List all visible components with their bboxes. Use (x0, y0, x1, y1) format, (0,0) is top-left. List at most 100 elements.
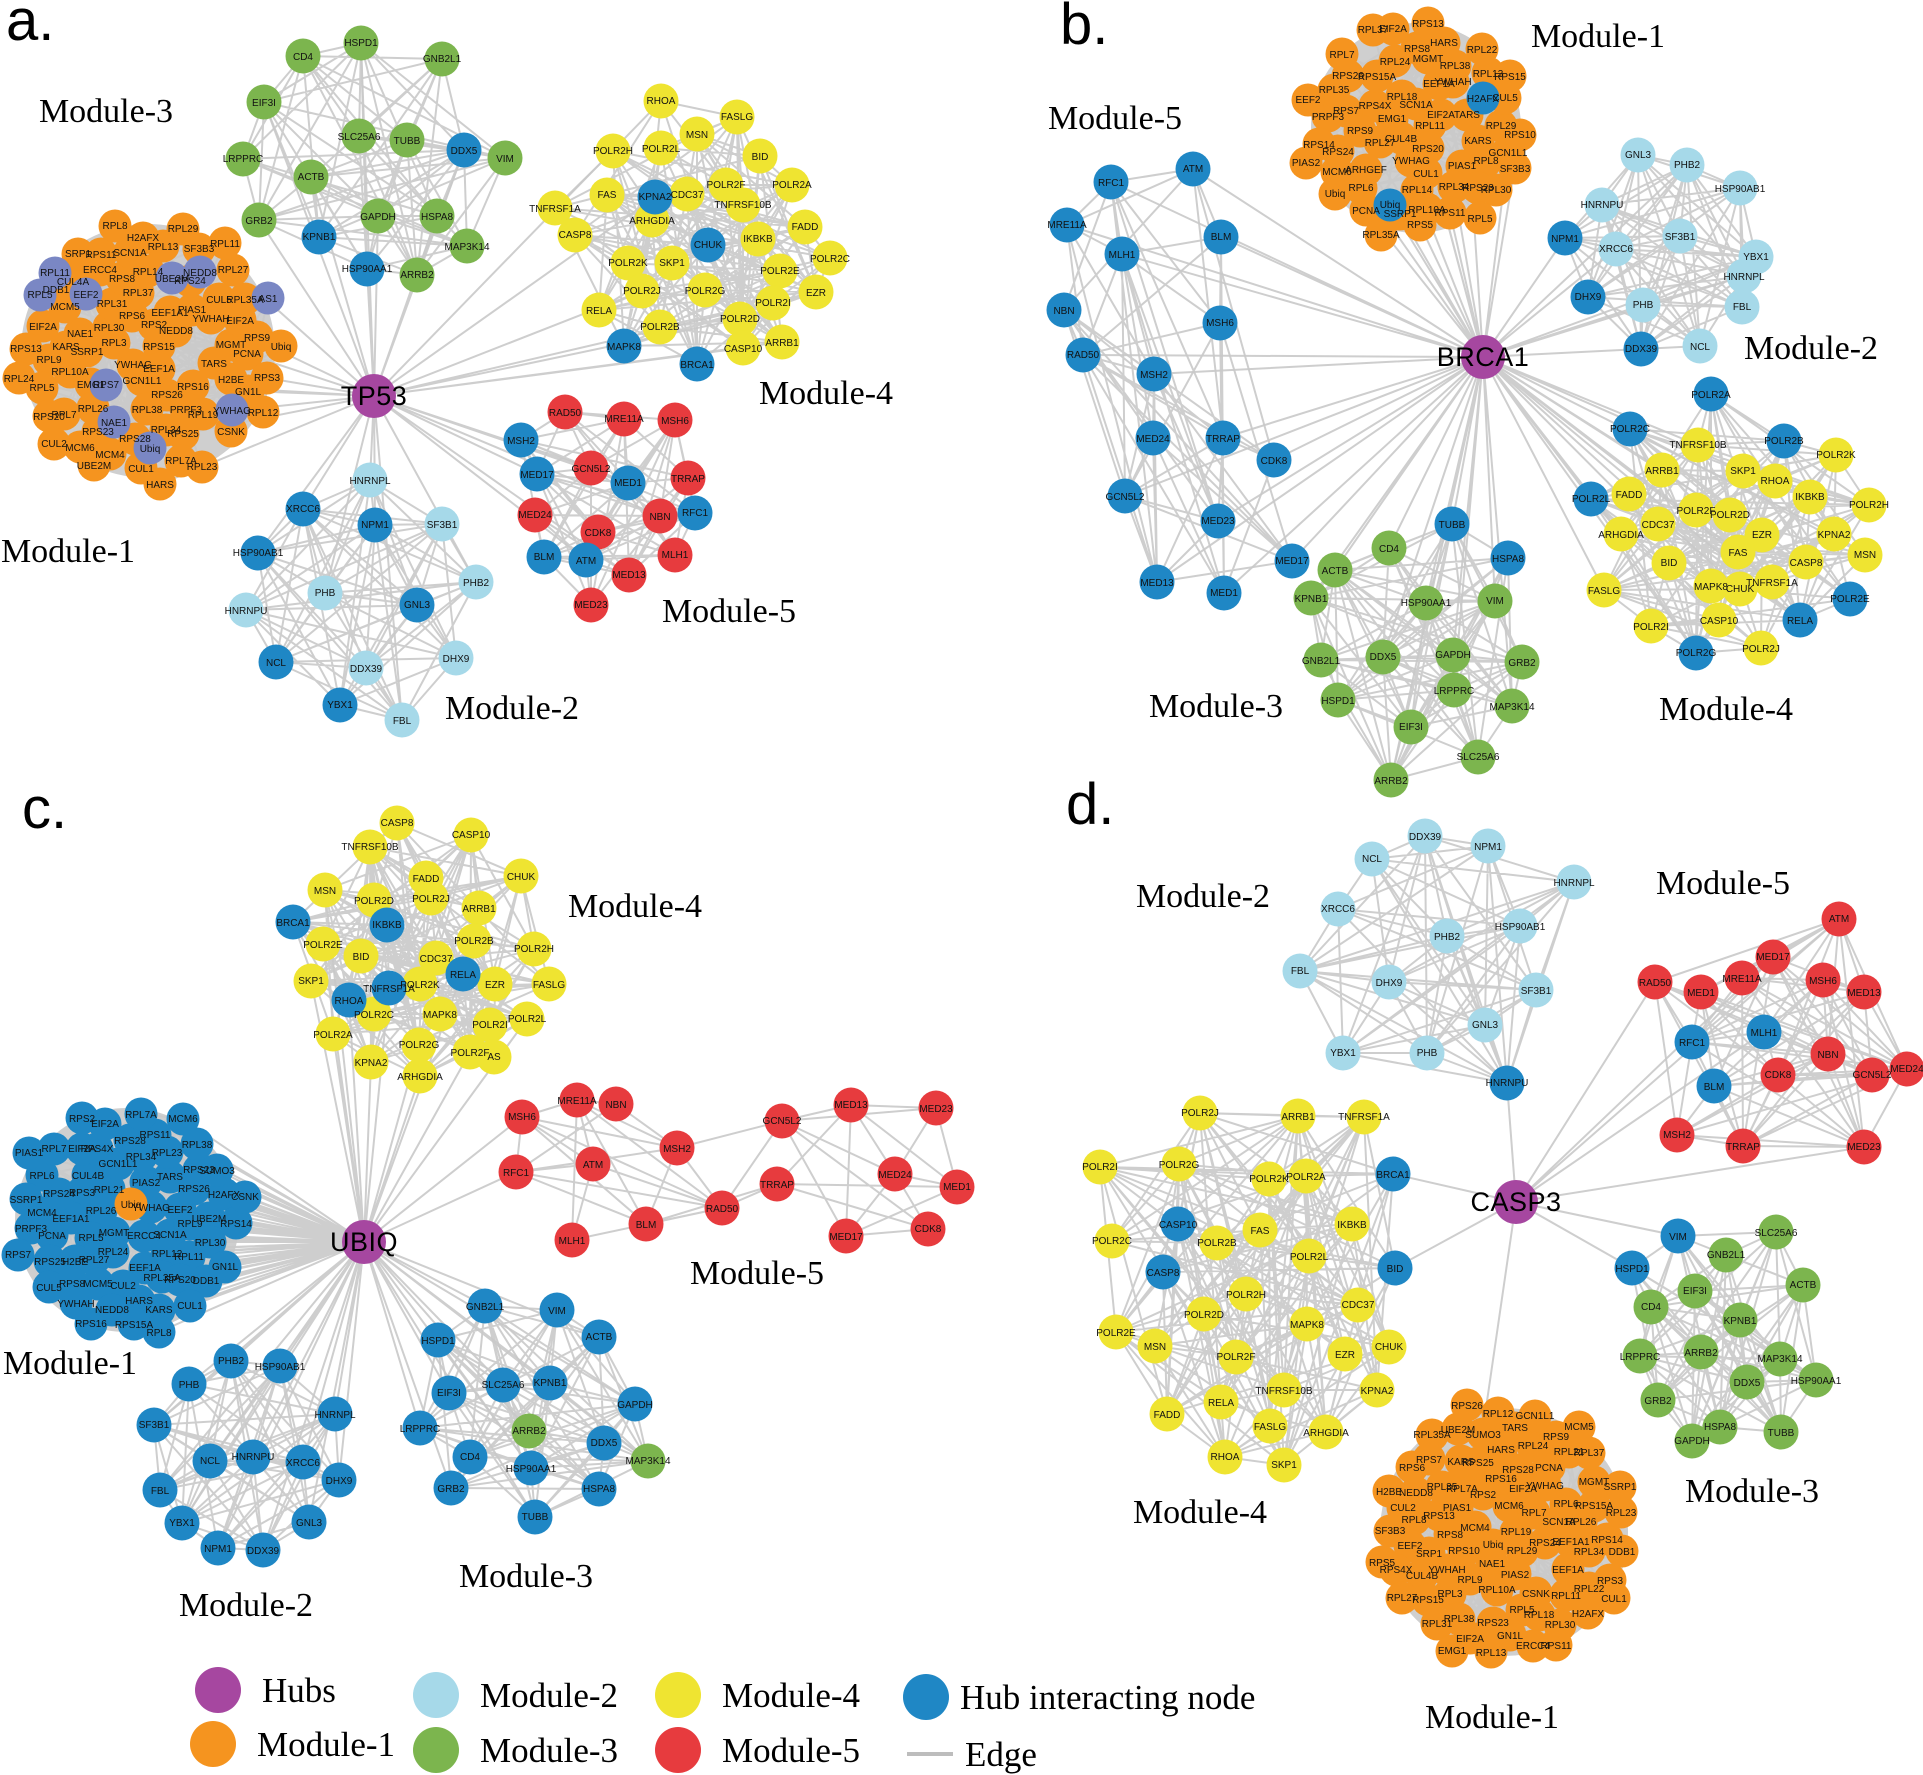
svg-text:RELA: RELA (586, 306, 612, 317)
svg-text:EIF2A: EIF2A (1427, 110, 1455, 121)
svg-text:MED17: MED17 (829, 1232, 863, 1243)
svg-text:NEDD8: NEDD8 (95, 1305, 129, 1316)
svg-text:PHB2: PHB2 (463, 578, 490, 589)
svg-text:RPL7: RPL7 (1329, 50, 1354, 61)
svg-text:KPNA2: KPNA2 (1818, 530, 1851, 541)
svg-text:MCM5: MCM5 (50, 302, 80, 313)
svg-text:SLC25A6: SLC25A6 (1755, 1228, 1798, 1239)
svg-text:POLR2C: POLR2C (1092, 1236, 1132, 1247)
svg-text:CASP8: CASP8 (1790, 558, 1823, 569)
svg-text:RPS15A: RPS15A (1358, 72, 1397, 83)
svg-text:HARS: HARS (1430, 38, 1458, 49)
svg-text:PIAS1: PIAS1 (178, 305, 207, 316)
svg-text:Module-5: Module-5 (722, 1731, 860, 1770)
svg-text:CDC37: CDC37 (671, 190, 704, 201)
svg-text:RPL14: RPL14 (1402, 185, 1433, 196)
svg-text:PIAS2: PIAS2 (1292, 158, 1321, 169)
svg-text:EEF2: EEF2 (1397, 1541, 1422, 1552)
svg-text:RPL26: RPL26 (86, 1206, 117, 1217)
svg-text:SRP1: SRP1 (65, 249, 92, 260)
svg-text:RHOA: RHOA (647, 96, 676, 107)
svg-text:CASP8: CASP8 (381, 818, 414, 829)
svg-text:EMG1: EMG1 (77, 380, 106, 391)
svg-text:RPS7: RPS7 (1333, 106, 1360, 117)
svg-text:BLM: BLM (1704, 1082, 1725, 1093)
svg-text:MGMT: MGMT (1579, 1477, 1610, 1488)
svg-text:CASP10: CASP10 (1159, 1220, 1198, 1231)
svg-text:POLR2J: POLR2J (623, 286, 661, 297)
svg-text:PIAS2: PIAS2 (1501, 1570, 1530, 1581)
svg-text:Ubiq: Ubiq (1380, 200, 1401, 211)
svg-text:POLR2A: POLR2A (1691, 390, 1731, 401)
svg-text:GNL3: GNL3 (296, 1518, 323, 1529)
svg-text:CDK8: CDK8 (1765, 1070, 1792, 1081)
svg-text:MAP3K14: MAP3K14 (1757, 1354, 1802, 1365)
svg-text:MCM6: MCM6 (65, 443, 95, 454)
svg-text:SF3B1: SF3B1 (1665, 232, 1696, 243)
svg-text:RPS26: RPS26 (1332, 71, 1364, 82)
svg-text:FADD: FADD (1616, 490, 1643, 501)
svg-text:H2BE: H2BE (62, 1257, 88, 1268)
svg-text:TUBB: TUBB (1768, 1428, 1795, 1439)
svg-text:MED17: MED17 (1275, 556, 1309, 567)
svg-text:RPS9: RPS9 (244, 333, 271, 344)
svg-text:EEF2: EEF2 (73, 290, 98, 301)
svg-text:SF3B3: SF3B3 (1500, 164, 1531, 175)
svg-text:ACTB: ACTB (586, 1332, 613, 1343)
svg-text:KPNB1: KPNB1 (303, 232, 336, 243)
svg-text:CUL4B: CUL4B (72, 1171, 105, 1182)
svg-text:ERCC4: ERCC4 (1516, 1641, 1550, 1652)
svg-text:Module-1: Module-1 (257, 1725, 395, 1764)
svg-text:POLR2E: POLR2E (1830, 594, 1870, 605)
svg-text:POLR2C: POLR2C (810, 254, 850, 265)
svg-text:HSPD1: HSPD1 (1321, 696, 1355, 707)
svg-text:BID: BID (353, 952, 370, 963)
svg-text:NPM1: NPM1 (204, 1544, 232, 1555)
svg-text:HNRNPU: HNRNPU (1486, 1078, 1529, 1089)
svg-text:Module-2: Module-2 (1136, 878, 1270, 915)
svg-text:SSRP1: SSRP1 (71, 347, 104, 358)
svg-text:SCN1A: SCN1A (1399, 100, 1433, 111)
svg-text:PIAS1: PIAS1 (15, 1148, 44, 1159)
svg-text:FADD: FADD (1154, 1410, 1181, 1421)
svg-text:ATM: ATM (576, 556, 596, 567)
svg-text:RPS11: RPS11 (86, 250, 117, 261)
svg-text:BID: BID (1387, 1264, 1404, 1275)
svg-text:RPL21: RPL21 (94, 1185, 125, 1196)
svg-text:Module-5: Module-5 (662, 593, 796, 630)
svg-text:CASP3: CASP3 (1470, 1187, 1561, 1217)
svg-text:DHX9: DHX9 (1376, 978, 1403, 989)
svg-text:MGMT: MGMT (99, 1228, 130, 1239)
svg-text:BRCA1: BRCA1 (276, 918, 310, 929)
svg-text:RPL24: RPL24 (1518, 1441, 1549, 1452)
svg-text:RPS28: RPS28 (119, 434, 151, 445)
svg-text:YWHAG: YWHAG (1392, 156, 1430, 167)
svg-text:YWHAG: YWHAG (114, 360, 152, 371)
svg-text:RFC1: RFC1 (1098, 178, 1125, 189)
svg-text:EIF2A: EIF2A (1509, 1484, 1537, 1495)
svg-text:SKP1: SKP1 (659, 258, 685, 269)
svg-text:RPS5: RPS5 (1407, 220, 1434, 231)
svg-text:RHOA: RHOA (335, 996, 364, 1007)
svg-text:HSP90AB1: HSP90AB1 (233, 548, 284, 559)
svg-text:TNFRSF10B: TNFRSF10B (341, 842, 399, 853)
svg-text:RPL26: RPL26 (78, 404, 109, 415)
svg-text:RPS4X: RPS4X (1359, 101, 1392, 112)
svg-text:TNFRSF10B: TNFRSF10B (1669, 440, 1727, 451)
svg-text:PRPF3: PRPF3 (15, 1224, 48, 1235)
svg-text:RPS6: RPS6 (119, 311, 146, 322)
svg-text:RPS26: RPS26 (151, 390, 183, 401)
svg-text:RPL22: RPL22 (1574, 1584, 1605, 1595)
svg-text:UBE2M: UBE2M (1441, 1425, 1475, 1436)
svg-text:EIF3I: EIF3I (1683, 1286, 1707, 1297)
svg-text:KPNA2: KPNA2 (1361, 1386, 1394, 1397)
svg-text:EEF1A: EEF1A (1552, 1565, 1584, 1576)
svg-text:HNRNPL: HNRNPL (349, 476, 391, 487)
svg-text:POLR2C: POLR2C (354, 1010, 394, 1021)
svg-text:Module-1: Module-1 (1425, 1699, 1559, 1736)
svg-text:HSP90AA1: HSP90AA1 (342, 264, 393, 275)
svg-text:DDX39: DDX39 (247, 1546, 280, 1557)
svg-text:FBL: FBL (1733, 302, 1752, 313)
svg-text:POLR2L: POLR2L (1572, 494, 1611, 505)
svg-text:RPL9: RPL9 (1457, 1575, 1482, 1586)
